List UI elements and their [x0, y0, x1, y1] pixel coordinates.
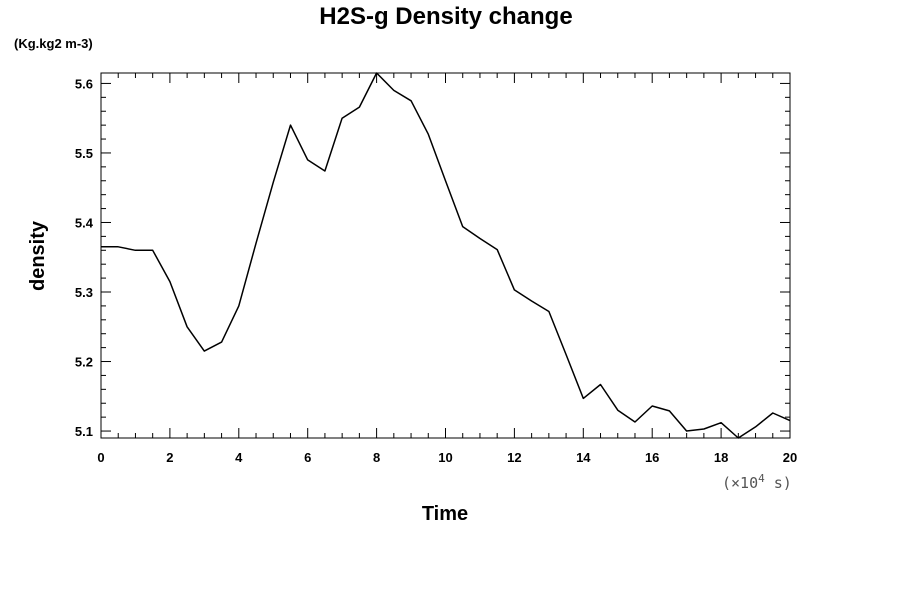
x-tick-label: 6 [304, 450, 311, 465]
data-point [582, 397, 584, 399]
data-point [376, 72, 378, 74]
data-point [272, 181, 274, 183]
series-points [100, 72, 791, 439]
data-point [341, 117, 343, 119]
x-axis-title: Time [422, 503, 468, 525]
data-point [255, 242, 257, 244]
y-tick-label: 5.2 [75, 355, 93, 370]
x-tick-label: 14 [576, 450, 591, 465]
data-point [737, 437, 739, 439]
data-point [668, 410, 670, 412]
data-point [600, 383, 602, 385]
data-point [117, 246, 119, 248]
data-point [358, 106, 360, 108]
data-point [479, 237, 481, 239]
data-point [289, 124, 291, 126]
y-unit-label: (Kg.kg2 m-3) [14, 36, 93, 51]
data-point [651, 405, 653, 407]
data-point [513, 289, 515, 291]
data-point [565, 354, 567, 356]
data-point [169, 281, 171, 283]
data-point [186, 326, 188, 328]
y-tick-labels: 5.1 5.2 5.3 5.4 5.5 5.6 [75, 76, 94, 439]
x-tick-label: 18 [714, 450, 728, 465]
x-tick-label: 4 [235, 450, 243, 465]
data-point [134, 249, 136, 251]
data-point [393, 89, 395, 91]
x-tick-label: 0 [97, 450, 104, 465]
data-point [634, 421, 636, 423]
y-tick-label: 5.3 [75, 285, 93, 300]
plot-frame [100, 72, 791, 439]
data-point [686, 430, 688, 432]
x-tick-label: 12 [507, 450, 521, 465]
y-tick-label: 5.4 [75, 215, 94, 230]
data-point [324, 170, 326, 172]
y-tick-label: 5.1 [75, 424, 93, 439]
axis-ticks [100, 73, 791, 438]
data-point [496, 249, 498, 251]
x-tick-label: 10 [438, 450, 452, 465]
data-point [238, 305, 240, 307]
data-point [445, 180, 447, 182]
data-point [427, 133, 429, 135]
data-point [152, 249, 154, 251]
x-tick-label: 20 [783, 450, 797, 465]
data-point [789, 420, 791, 422]
x-tick-label: 2 [166, 450, 173, 465]
density-series-line [101, 72, 791, 439]
data-point [531, 300, 533, 302]
x-tick-label: 8 [373, 450, 380, 465]
x-scale-note: (×104 s) [722, 472, 792, 492]
x-tick-label: 16 [645, 450, 659, 465]
x-tick-labels: 0 2 4 6 8 10 12 14 16 18 20 [97, 450, 797, 465]
data-point [221, 341, 223, 343]
y-axis-title: density [27, 220, 49, 291]
data-point [203, 350, 205, 352]
y-tick-label: 5.6 [75, 76, 93, 91]
chart-title: H2S-g Density change [319, 3, 572, 30]
data-point [703, 428, 705, 430]
data-point [410, 100, 412, 102]
data-point [307, 159, 309, 161]
data-point [720, 422, 722, 424]
y-tick-label: 5.5 [75, 146, 93, 161]
data-point [462, 226, 464, 228]
data-point [548, 310, 550, 312]
data-point [772, 412, 774, 414]
data-point [755, 426, 757, 428]
data-point [617, 409, 619, 411]
data-point [100, 246, 102, 248]
